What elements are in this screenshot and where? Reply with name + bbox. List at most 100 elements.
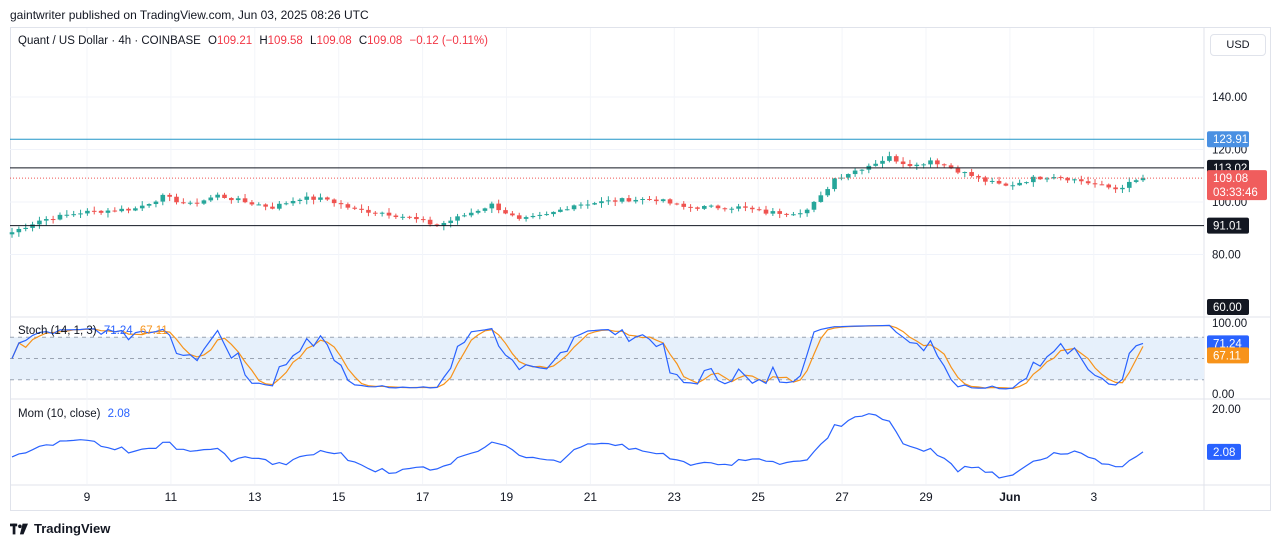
time-tick-label: Jun [999, 490, 1020, 504]
stoch-legend[interactable]: Stoch (14, 1, 3) 71.24 67.11 [18, 325, 172, 337]
candle [64, 214, 70, 216]
momentum-line [11, 413, 1144, 479]
candle [825, 189, 830, 196]
candle [71, 214, 76, 216]
candle [585, 204, 591, 206]
candle [201, 200, 207, 204]
candle [23, 227, 29, 229]
candle [318, 197, 323, 200]
candle [770, 211, 776, 214]
candle [37, 220, 42, 225]
candle [695, 207, 700, 209]
candle [50, 219, 56, 221]
candle [325, 197, 330, 200]
tradingview-logo[interactable]: TradingView [10, 521, 110, 536]
candle [592, 203, 597, 205]
candle [105, 210, 111, 213]
candle [935, 160, 940, 165]
countdown-text: 03:33:46 [1213, 187, 1258, 199]
candle [928, 160, 933, 165]
candle [256, 204, 262, 206]
candle [859, 169, 865, 171]
candle [797, 213, 803, 215]
candle [749, 207, 755, 210]
candle [544, 214, 549, 216]
time-tick-label: 17 [416, 490, 430, 504]
time-tick-label: 19 [500, 490, 514, 504]
candle [386, 212, 392, 216]
mom-title: Mom (10, close) [18, 408, 101, 420]
candle [441, 223, 447, 226]
price-label-text: 60.00 [1213, 302, 1242, 314]
candle [153, 201, 159, 205]
candle [1024, 182, 1029, 184]
candle [249, 202, 255, 205]
currency-button[interactable]: USD [1210, 34, 1266, 56]
candle [688, 206, 693, 208]
candle [969, 172, 974, 176]
time-tick-label: 13 [248, 490, 262, 504]
main-legend[interactable]: Quant / US Dollar · 4h · COINBASE O109.2… [18, 35, 492, 47]
candle [702, 206, 707, 209]
price-tick-label: 120.00 [1212, 145, 1247, 157]
stoch-title: Stoch (14, 1, 3) [18, 325, 97, 337]
candle [564, 209, 570, 211]
candle [941, 164, 947, 166]
candle [372, 212, 378, 214]
candle [516, 215, 522, 219]
candle [626, 198, 632, 202]
candle [160, 194, 166, 202]
change-value: −0.12 (−0.11%) [409, 35, 488, 47]
price-label [1207, 299, 1249, 315]
candle [1017, 182, 1022, 186]
candle [880, 160, 885, 164]
candle [962, 172, 968, 174]
candle [359, 208, 364, 210]
candle [91, 210, 97, 212]
candle [681, 203, 687, 207]
candle [791, 214, 796, 216]
candle [242, 198, 248, 203]
candle [462, 215, 467, 217]
time-tick-label: 29 [919, 490, 933, 504]
candle [784, 213, 789, 215]
candle [777, 211, 783, 214]
candle [654, 199, 659, 202]
price-tick-label: 140.00 [1212, 92, 1247, 104]
candle [43, 219, 49, 221]
candle [290, 200, 296, 204]
high-label: H [259, 35, 268, 47]
candle [229, 197, 234, 201]
tradingview-icon [10, 523, 28, 534]
candle [647, 199, 652, 201]
last-price-text: 109.08 [1213, 173, 1248, 185]
price-label-text: 91.01 [1213, 221, 1242, 233]
candle [475, 210, 481, 213]
candle [352, 207, 358, 209]
publish-info: gaintwriter published on TradingView.com… [10, 8, 369, 22]
candle [551, 211, 556, 215]
candle [187, 202, 193, 204]
candle [811, 201, 817, 210]
price-label [1207, 217, 1249, 234]
mom-legend[interactable]: Mom (10, close) 2.08 [18, 408, 134, 420]
candle [1058, 177, 1064, 179]
candle [1079, 179, 1084, 182]
time-tick-label: 23 [668, 490, 682, 504]
candle [1099, 184, 1105, 186]
candle [756, 209, 762, 211]
candle [215, 194, 220, 198]
candle [420, 219, 426, 221]
candle [16, 228, 22, 233]
candle [852, 170, 858, 175]
candle [400, 216, 406, 218]
symbol-title[interactable]: Quant / US Dollar · 4h · COINBASE [18, 35, 201, 47]
candle [530, 215, 536, 218]
candle [427, 219, 433, 225]
mom-value-label [1207, 443, 1241, 460]
candle [599, 201, 604, 204]
candle [523, 217, 529, 219]
candle [578, 204, 584, 206]
candle [414, 216, 419, 220]
